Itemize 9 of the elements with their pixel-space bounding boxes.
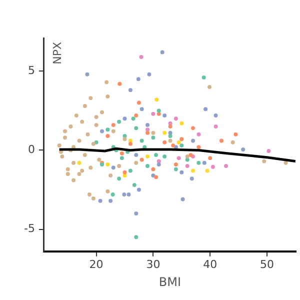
x-tick-label: 40: [203, 258, 218, 271]
x-tick-label: 30: [146, 258, 160, 271]
x-axis-title: BMI: [158, 274, 182, 289]
y-tick-label: -5: [24, 222, 35, 236]
y-tick-label: 5: [28, 64, 35, 78]
x-tick-label: 50: [260, 258, 274, 271]
y-axis-title: NPX: [50, 42, 64, 64]
y-tick-label: 0: [28, 143, 35, 156]
x-tick-label: 20: [89, 258, 104, 271]
